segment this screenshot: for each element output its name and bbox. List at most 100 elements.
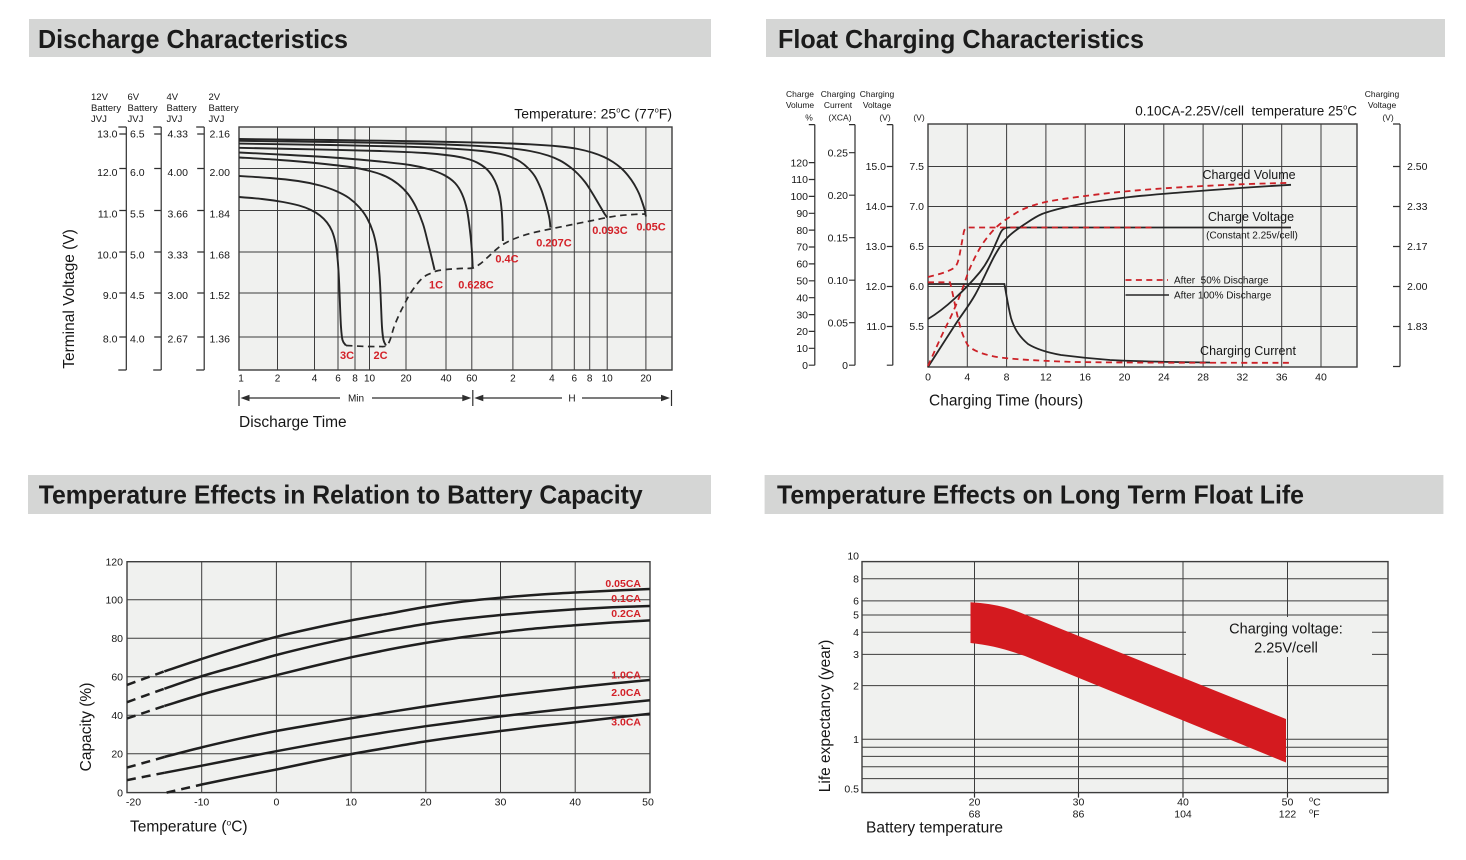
svg-text:3.66: 3.66: [168, 209, 189, 221]
svg-text:5.5: 5.5: [130, 209, 145, 221]
svg-text:6.0: 6.0: [909, 281, 924, 293]
svg-text:10.0: 10.0: [97, 250, 118, 262]
svg-text:12.0: 12.0: [97, 167, 118, 179]
svg-text:Temperature Effects on Long Te: Temperature Effects on Long Term Float L…: [777, 480, 1304, 510]
svg-text:1.36: 1.36: [210, 334, 231, 346]
svg-text:6.5: 6.5: [909, 241, 924, 253]
svg-text:3C: 3C: [340, 350, 354, 362]
svg-text:0.20: 0.20: [828, 190, 849, 202]
svg-text:12: 12: [1040, 372, 1052, 384]
svg-text:4: 4: [549, 374, 555, 385]
svg-text:JVJ: JVJ: [167, 114, 183, 125]
svg-text:1.52: 1.52: [210, 290, 231, 302]
svg-text:2: 2: [275, 374, 281, 385]
svg-text:5: 5: [853, 610, 859, 622]
svg-text:0.05: 0.05: [828, 317, 849, 329]
svg-text:5.5: 5.5: [909, 321, 924, 333]
svg-text:Battery: Battery: [167, 103, 197, 114]
svg-text:2.00: 2.00: [1407, 281, 1428, 293]
svg-text:100: 100: [790, 191, 808, 203]
svg-text:80: 80: [111, 633, 123, 645]
svg-text:2.50: 2.50: [1407, 161, 1428, 173]
svg-text:36: 36: [1276, 372, 1288, 384]
svg-text:3: 3: [853, 649, 859, 661]
svg-text:JVJ: JVJ: [91, 114, 107, 125]
svg-text:120: 120: [105, 556, 123, 568]
svg-text:20: 20: [640, 374, 652, 385]
svg-text:1: 1: [853, 734, 859, 746]
svg-text:14.0: 14.0: [866, 201, 887, 213]
svg-text:20: 20: [796, 326, 808, 338]
svg-text:40: 40: [796, 292, 808, 304]
svg-text:0.15: 0.15: [828, 232, 849, 244]
svg-text:Battery: Battery: [209, 103, 239, 114]
svg-text:3.33: 3.33: [168, 250, 189, 262]
svg-text:0: 0: [273, 797, 279, 809]
svg-text:oF: oF: [1309, 807, 1320, 821]
svg-text:oC: oC: [1309, 795, 1321, 809]
svg-text:0.05C: 0.05C: [636, 222, 665, 234]
svg-text:Life expectancy (year): Life expectancy (year): [817, 640, 834, 793]
svg-text:32: 32: [1237, 372, 1249, 384]
svg-text:20: 20: [969, 797, 981, 809]
svg-text:2C: 2C: [373, 350, 387, 362]
svg-text:0: 0: [925, 372, 931, 384]
svg-text:1: 1: [238, 374, 244, 385]
svg-text:6: 6: [572, 374, 578, 385]
svg-text:0.628C: 0.628C: [458, 280, 494, 292]
svg-text:100: 100: [105, 595, 123, 607]
svg-text:2V: 2V: [209, 92, 221, 103]
svg-text:7.5: 7.5: [909, 161, 924, 173]
svg-text:20: 20: [420, 797, 432, 809]
svg-text:Float Charging Characteristics: Float Charging Characteristics: [778, 24, 1144, 54]
svg-text:0.1CA: 0.1CA: [611, 593, 641, 605]
svg-text:4: 4: [312, 374, 318, 385]
svg-text:4.00: 4.00: [168, 167, 189, 179]
svg-text:Current: Current: [824, 100, 853, 110]
svg-text:0.5: 0.5: [844, 784, 859, 796]
svg-text:30: 30: [1073, 797, 1085, 809]
svg-text:2.0CA: 2.0CA: [611, 687, 641, 699]
svg-text:7.0: 7.0: [909, 201, 924, 213]
svg-text:JVJ: JVJ: [209, 114, 225, 125]
svg-text:JVJ: JVJ: [128, 114, 144, 125]
svg-text:(XCA): (XCA): [828, 113, 851, 123]
svg-text:Battery: Battery: [128, 103, 158, 114]
svg-text:(Constant 2.25v/cell): (Constant 2.25v/cell): [1206, 231, 1298, 242]
svg-text:8: 8: [587, 374, 593, 385]
svg-text:40: 40: [569, 797, 581, 809]
svg-text:120: 120: [790, 157, 808, 169]
svg-text:Battery temperature: Battery temperature: [866, 820, 1003, 837]
svg-text:4.33: 4.33: [168, 129, 189, 141]
svg-text:2.25V/cell: 2.25V/cell: [1254, 641, 1318, 657]
svg-text:3.00: 3.00: [168, 290, 189, 302]
svg-text:30: 30: [796, 309, 808, 321]
svg-text:3.0CA: 3.0CA: [611, 717, 641, 729]
svg-text:2.16: 2.16: [210, 129, 231, 141]
svg-text:H: H: [568, 394, 575, 405]
svg-text:Temperature (oC): Temperature (oC): [130, 818, 248, 836]
svg-text:8: 8: [352, 374, 358, 385]
svg-text:10: 10: [796, 343, 808, 355]
svg-text:40: 40: [1177, 797, 1189, 809]
svg-text:2: 2: [510, 374, 516, 385]
svg-text:68: 68: [969, 809, 981, 821]
svg-text:60: 60: [796, 259, 808, 271]
svg-text:Charging Current: Charging Current: [1200, 344, 1296, 358]
svg-text:9.0: 9.0: [103, 290, 118, 302]
svg-text:104: 104: [1174, 809, 1192, 821]
svg-text:6.0: 6.0: [130, 167, 145, 179]
svg-text:13.0: 13.0: [97, 129, 118, 141]
svg-text:20: 20: [400, 374, 412, 385]
svg-text:40: 40: [1315, 372, 1327, 384]
svg-text:Voltage: Voltage: [1368, 100, 1397, 110]
svg-text:1C: 1C: [429, 279, 443, 291]
svg-text:0.093C: 0.093C: [592, 225, 628, 237]
svg-text:8: 8: [1004, 372, 1010, 384]
svg-text:11.0: 11.0: [98, 209, 118, 221]
svg-text:Discharge Time: Discharge Time: [239, 414, 347, 431]
svg-text:2.67: 2.67: [168, 334, 189, 346]
svg-text:5.0: 5.0: [130, 250, 145, 262]
svg-text:Charging: Charging: [1365, 89, 1400, 99]
svg-text:10: 10: [345, 797, 357, 809]
